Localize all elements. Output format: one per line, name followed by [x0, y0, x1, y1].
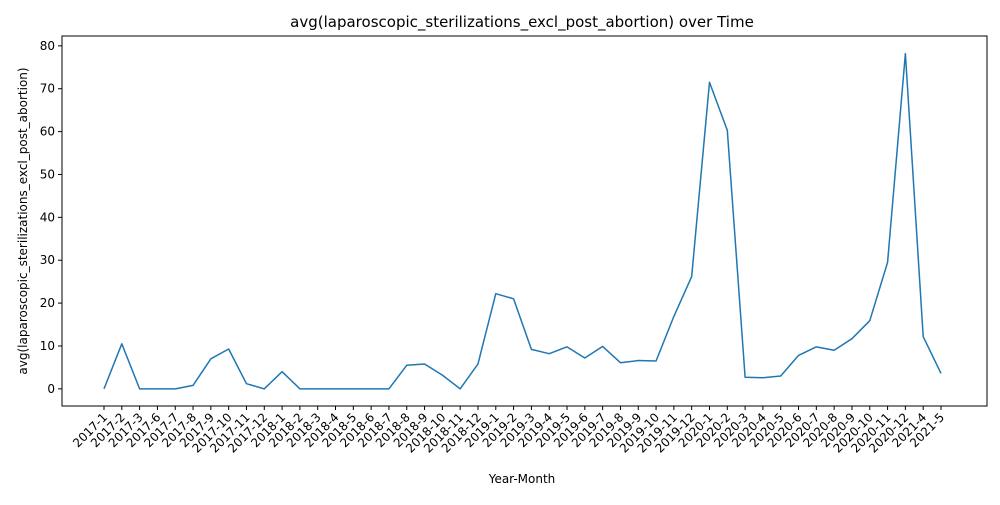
x-axis-label: Year-Month: [488, 472, 556, 486]
y-tick-label: 60: [40, 125, 55, 139]
plot-frame: [61, 35, 988, 407]
y-tick-label: 30: [40, 253, 55, 267]
chart-title: avg(laparoscopic_sterilizations_excl_pos…: [290, 13, 754, 32]
x-axis-ticks: 2017-12017-22017-32017-62017-72017-82017…: [70, 406, 947, 456]
y-tick-label: 0: [47, 382, 55, 396]
y-tick-label: 20: [40, 296, 55, 310]
y-axis-ticks: 0 10 20 30 40 50 60 70 80: [40, 39, 62, 396]
y-tick-label: 40: [40, 210, 55, 224]
y-tick-label: 10: [40, 339, 55, 353]
y-tick-label: 50: [40, 167, 55, 181]
y-axis-label: avg(laparoscopic_sterilizations_excl_pos…: [16, 67, 30, 374]
y-tick-label: 70: [40, 82, 55, 96]
series-line: [103, 52, 942, 390]
y-tick-label: 80: [40, 39, 55, 53]
